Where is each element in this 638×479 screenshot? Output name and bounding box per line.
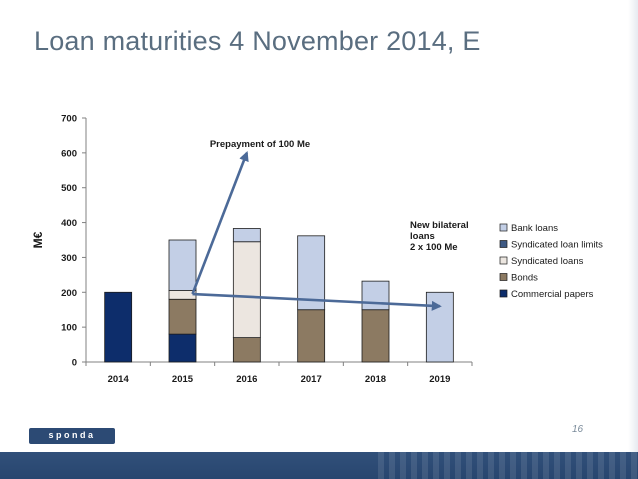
annotation-new-bilateral-loans: New bilateral bbox=[410, 220, 469, 231]
loan-maturities-chart: 0 100 200 300 400 500 600 700 2014 2015 2016 2017 20… bbox=[31, 114, 603, 386]
y-tick-label: 100 bbox=[61, 323, 77, 334]
legend-label: Syndicated loans bbox=[511, 256, 584, 267]
x-tick-label: 2017 bbox=[301, 374, 322, 385]
annotation-arrow bbox=[191, 150, 249, 295]
bar-segment bbox=[425, 291, 454, 363]
y-tick-label: 0 bbox=[72, 358, 77, 369]
bar-segment bbox=[104, 291, 133, 363]
sponda-logo: sponda bbox=[29, 428, 115, 444]
chart-arrows bbox=[191, 150, 442, 311]
bar-segment bbox=[361, 280, 390, 311]
footer-band bbox=[0, 452, 638, 479]
bar-segment bbox=[168, 333, 197, 363]
x-tick-label: 2014 bbox=[108, 374, 130, 385]
y-tick-label: 700 bbox=[61, 114, 77, 125]
page-number: 16 bbox=[572, 424, 584, 435]
bar-segment bbox=[232, 241, 261, 338]
slide-title: Loan maturities 4 November 2014, E bbox=[34, 26, 481, 56]
y-axis-label: M€ bbox=[31, 231, 45, 248]
legend-swatch bbox=[499, 289, 508, 298]
legend-swatch bbox=[499, 273, 508, 281]
bar-segment bbox=[168, 239, 197, 291]
legend-swatch bbox=[499, 240, 508, 248]
x-tick-label: 2018 bbox=[365, 374, 386, 385]
y-tick-label: 600 bbox=[61, 148, 77, 159]
legend-label: Commercial papers bbox=[511, 289, 594, 300]
annotation-new-bilateral-loans: 2 x 100 Me bbox=[410, 242, 458, 253]
x-tick-label: 2019 bbox=[429, 374, 450, 385]
bar-segment bbox=[168, 298, 197, 335]
annotation-prepayment: Prepayment of 100 Me bbox=[210, 139, 310, 150]
chart-annotations: Prepayment of 100 Me New bilateralloans2 … bbox=[210, 139, 469, 253]
legend-swatch bbox=[499, 256, 508, 265]
y-tick-label: 300 bbox=[61, 253, 77, 264]
legend-label: Syndicated loan limits bbox=[511, 240, 603, 251]
bar-segment bbox=[361, 309, 390, 363]
y-tick-label: 500 bbox=[61, 183, 77, 194]
footer-pattern bbox=[378, 452, 638, 479]
legend-swatch bbox=[499, 223, 508, 232]
y-tick-label: 400 bbox=[61, 218, 77, 229]
chart-legend: Bank loans Syndicated loan limits Syndicat… bbox=[499, 223, 603, 300]
bar-segment bbox=[232, 228, 261, 243]
right-edge-shade bbox=[628, 0, 638, 452]
logo-text: sponda bbox=[48, 430, 96, 440]
x-tick-label: 2016 bbox=[236, 374, 257, 385]
x-tick-label: 2015 bbox=[172, 374, 194, 385]
legend-label: Bonds bbox=[511, 273, 538, 284]
bar-segment bbox=[232, 337, 261, 363]
chart-axes: 0 100 200 300 400 500 600 700 2014 2015 2016 2017 20… bbox=[31, 114, 473, 385]
legend-label: Bank loans bbox=[511, 223, 558, 234]
annotation-new-bilateral-loans: loans bbox=[410, 231, 435, 242]
bar-segment bbox=[297, 235, 326, 311]
annotation-arrow bbox=[192, 292, 442, 311]
chart-bars bbox=[104, 228, 454, 363]
bar-segment bbox=[297, 309, 326, 363]
y-tick-label: 200 bbox=[61, 288, 77, 299]
